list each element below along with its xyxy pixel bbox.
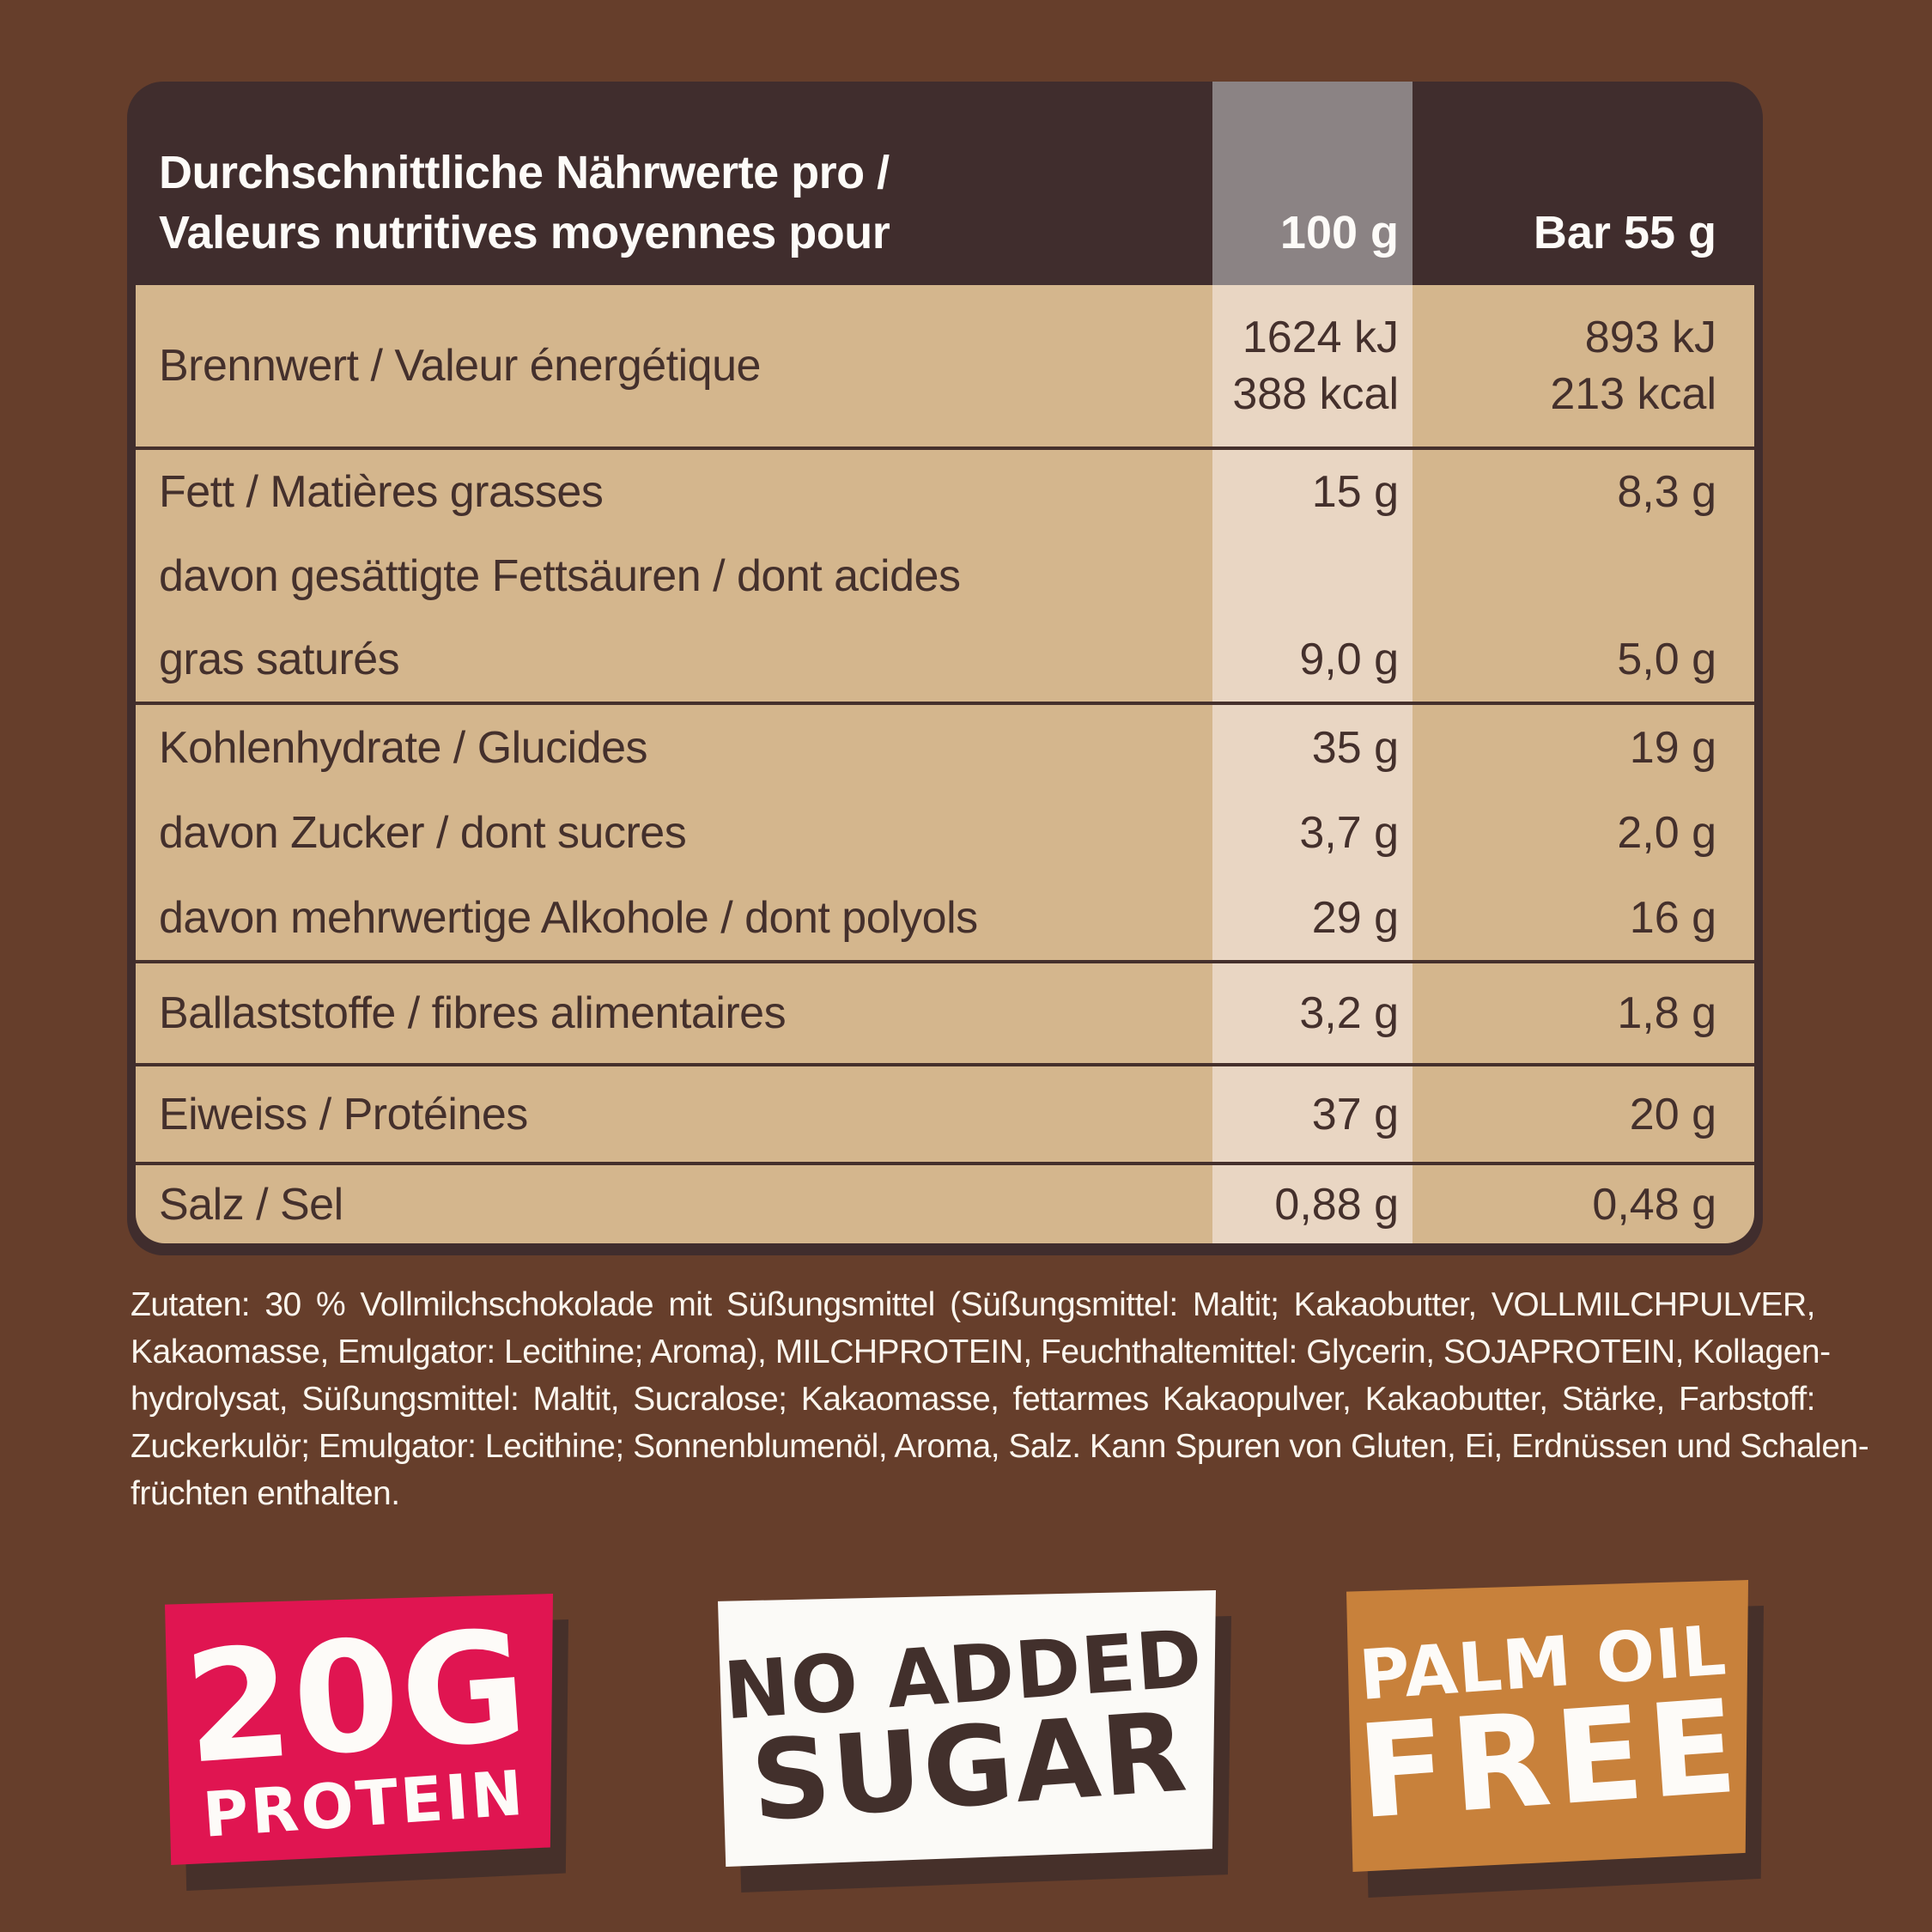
badge-line-2: FREE bbox=[1352, 1672, 1747, 1849]
row-label: Salz / Sel bbox=[159, 1179, 343, 1230]
value-bar: 19 g bbox=[1629, 722, 1716, 773]
row-label: Fett / Matières grasses bbox=[159, 466, 604, 517]
row-label: Kohlenhydrate / Glucides bbox=[159, 722, 648, 773]
value-bar: 0,48 g bbox=[1592, 1179, 1716, 1230]
value-100g: 3,7 g bbox=[1299, 807, 1399, 858]
row-label: Eiweiss / Protéines bbox=[159, 1089, 528, 1139]
table-row-carbohydrates: Kohlenhydrate / Glucides 35 g 19 g davon… bbox=[136, 702, 1754, 960]
value-100g: 35 g bbox=[1311, 722, 1399, 773]
ingredients-line: hydrolysat, Süßungsmittel: Maltit, Sucra… bbox=[131, 1381, 1816, 1418]
table-row-protein: Eiweiss / Protéines 37 g 20 g bbox=[136, 1063, 1754, 1162]
badge-no-added-sugar: NO ADDED SUGAR bbox=[718, 1590, 1231, 1893]
value-bar: 893 kJ 213 kcal bbox=[1413, 315, 1754, 416]
column-header-100g: 100 g bbox=[1212, 82, 1413, 285]
value-bar: 2,0 g bbox=[1617, 807, 1716, 858]
table-row-fibre: Ballaststoffe / fibres alimentaires 3,2 … bbox=[136, 960, 1754, 1063]
row-label: Ballaststoffe / fibres alimentaires bbox=[159, 988, 787, 1038]
table-title-de: Durchschnittliche Nährwerte pro / bbox=[159, 147, 890, 198]
ingredients-line: früchten enthalten. bbox=[131, 1475, 400, 1512]
badge-palm-oil-free: PALM OIL FREE bbox=[1346, 1580, 1764, 1898]
value-bar-kj: 893 kJ bbox=[1584, 313, 1716, 362]
value-bar-kcal: 213 kcal bbox=[1550, 369, 1716, 419]
value-100g: 9,0 g bbox=[1299, 635, 1399, 685]
table-title: Durchschnittliche Nährwerte pro / Valeur… bbox=[136, 82, 1212, 285]
badge-text: PALM OIL FREE bbox=[1337, 1566, 1759, 1886]
table-body: Brennwert / Valeur énergétique 1624 kJ 3… bbox=[136, 285, 1754, 1243]
column-header-bar55g: Bar 55 g bbox=[1413, 82, 1754, 285]
table-row-energy: Brennwert / Valeur énergétique 1624 kJ 3… bbox=[136, 285, 1754, 447]
badge-20g-protein: 20G PROTEIN bbox=[165, 1594, 568, 1891]
value-bar: 1,8 g bbox=[1617, 988, 1716, 1038]
value-100g: 1624 kJ 388 kcal bbox=[1212, 315, 1413, 416]
ingredients-line: Zuckerkulör; Emulgator: Lecithine; Sonne… bbox=[131, 1428, 1869, 1465]
table-row-salt: Salz / Sel 0,88 g 0,48 g bbox=[136, 1162, 1754, 1243]
table-header: Durchschnittliche Nährwerte pro / Valeur… bbox=[127, 82, 1763, 285]
column-100g-highlight bbox=[1212, 285, 1413, 1243]
row-label: davon mehrwertige Alkohole / dont polyol… bbox=[159, 892, 978, 943]
badge-line-2: PROTEIN bbox=[200, 1757, 528, 1852]
row-label: davon Zucker / dont sucres bbox=[159, 807, 687, 858]
value-100g: 29 g bbox=[1311, 892, 1399, 943]
value-100g: 3,2 g bbox=[1299, 988, 1399, 1038]
ingredients-line: Zutaten: 30 % Vollmilchschokolade mit Sü… bbox=[131, 1286, 1816, 1323]
column-header-bar55g-label: Bar 55 g bbox=[1533, 207, 1716, 258]
badge-text: NO ADDED SUGAR bbox=[708, 1573, 1224, 1884]
column-header-100g-label: 100 g bbox=[1279, 207, 1399, 258]
ingredients-paragraph: Zutaten: 30 % Vollmilchschokolade mit Sü… bbox=[131, 1281, 1869, 1517]
table-title-fr: Valeurs nutritives moyennes pour bbox=[159, 207, 890, 258]
value-100g: 37 g bbox=[1311, 1089, 1399, 1139]
badge-face bbox=[165, 1594, 553, 1865]
value-100g-kj: 1624 kJ bbox=[1242, 313, 1399, 362]
badge-text: 20G PROTEIN bbox=[156, 1581, 562, 1879]
badge-line-2: SUGAR bbox=[747, 1688, 1193, 1847]
value-bar: 16 g bbox=[1629, 892, 1716, 943]
value-100g-kcal: 388 kcal bbox=[1232, 369, 1399, 419]
badge-line-1: 20G bbox=[179, 1596, 535, 1799]
value-100g: 0,88 g bbox=[1274, 1179, 1399, 1230]
row-label: Brennwert / Valeur énergétique bbox=[159, 341, 761, 391]
row-label: davon gesättigte Fettsäuren / dont acide… bbox=[159, 550, 961, 601]
value-100g: 15 g bbox=[1311, 466, 1399, 517]
badge-face bbox=[718, 1590, 1216, 1867]
badge-face bbox=[1346, 1580, 1748, 1872]
row-label: gras saturés bbox=[159, 635, 400, 685]
value-bar: 8,3 g bbox=[1617, 466, 1716, 517]
value-bar: 5,0 g bbox=[1617, 635, 1716, 685]
value-bar: 20 g bbox=[1629, 1089, 1716, 1139]
nutrition-table: Durchschnittliche Nährwerte pro / Valeur… bbox=[127, 82, 1763, 1255]
ingredients-line: Kakaomasse, Emulgator: Lecithine; Aroma)… bbox=[131, 1334, 1831, 1370]
table-row-fat: Fett / Matières grasses 15 g 8,3 g davon… bbox=[136, 447, 1754, 702]
